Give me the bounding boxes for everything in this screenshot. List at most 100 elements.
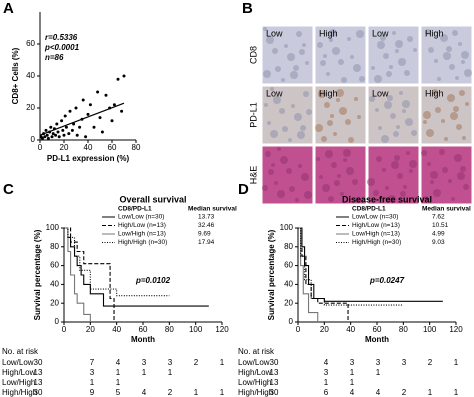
tissue-texture [369, 96, 375, 102]
tissue-texture [377, 41, 385, 49]
at-risk-count: 1 [324, 378, 329, 387]
tissue-texture [405, 118, 413, 126]
tissue-texture [395, 49, 399, 53]
tissue-texture [407, 36, 413, 42]
point [49, 125, 53, 129]
tissue-texture [300, 125, 306, 131]
at-risk-title: No. at risk [2, 347, 39, 356]
legend-label: High/High (n=30) [352, 239, 401, 246]
point [96, 90, 100, 94]
point [60, 119, 64, 123]
x-tick-label: 120 [449, 325, 463, 334]
tissue-texture [323, 54, 327, 58]
tissue-texture [391, 161, 399, 169]
at-risk-count: 1 [168, 368, 173, 377]
y-tick-label: 0 [55, 317, 60, 326]
tissue-texture [336, 98, 340, 102]
tissue-texture [460, 166, 466, 172]
y-tick-label: 60 [26, 39, 35, 48]
tissue-texture [424, 196, 428, 200]
y-axis-label: Survival percentage (%) [33, 229, 42, 320]
at-risk-count: 1 [350, 378, 355, 387]
y-tick-label: 100 [280, 223, 294, 232]
tissue-texture [413, 48, 417, 52]
legend-label: Low/Low (n=30) [352, 214, 398, 221]
tissue-texture [294, 113, 302, 121]
median-survival: 4.99 [432, 231, 445, 238]
at-risk-count: 4 [142, 388, 147, 397]
point [104, 93, 108, 97]
tissue-texture [338, 59, 344, 65]
legend-label: High/Low (n=13) [118, 222, 166, 229]
tissue-texture [347, 37, 351, 41]
x-tick-label: 40 [346, 325, 355, 334]
tissue-texture [381, 135, 389, 143]
point [46, 136, 50, 140]
tissue-texture [321, 136, 327, 142]
tissue-texture [264, 103, 268, 107]
y-tick-label: 80 [50, 242, 59, 251]
tissue-texture [452, 30, 458, 36]
tissue-texture [453, 106, 459, 112]
x-tick-label: 40 [84, 143, 93, 152]
point [75, 133, 79, 137]
tissue-texture [454, 154, 462, 162]
tissue-texture [336, 89, 344, 97]
tissue-texture [409, 160, 417, 168]
tissue-texture [456, 124, 462, 130]
tissue-texture [274, 181, 278, 185]
tissue-texture [329, 38, 333, 42]
tissue-texture [448, 179, 452, 183]
tissue-texture [301, 173, 309, 181]
point [67, 132, 71, 136]
tissue-texture [297, 131, 305, 139]
x-tick-label: 40 [112, 325, 121, 334]
at-risk-count: 7 [90, 358, 95, 367]
median-survival: 9.03 [432, 239, 445, 246]
at-risk-count: 1 [194, 388, 199, 397]
tissue-texture [449, 64, 455, 70]
tissue-texture [318, 90, 326, 98]
tissue-texture [384, 101, 392, 109]
point [54, 133, 58, 137]
y-tick-label: 0 [31, 135, 36, 144]
tissue-texture [343, 149, 351, 157]
tissue-texture [427, 162, 431, 166]
at-risk-count: 13 [34, 368, 43, 377]
at-risk-title: No. at risk [238, 347, 275, 356]
at-risk-count: 2 [194, 358, 199, 367]
tissue-texture [392, 31, 396, 35]
at-risk-count: 13 [270, 378, 279, 387]
tissue-texture [394, 155, 400, 161]
point [68, 109, 72, 113]
at-risk-count: 1 [376, 368, 381, 377]
tissue-texture [266, 36, 274, 44]
at-risk-count: 30 [34, 388, 43, 397]
tissue-texture [319, 175, 323, 179]
median-survival: 13.73 [198, 214, 215, 221]
at-risk-count: 1 [116, 368, 121, 377]
tissue-texture [296, 31, 302, 37]
tissue-texture [316, 157, 320, 161]
x-tick-label: 0 [62, 325, 67, 334]
point [44, 128, 48, 132]
tissue-texture [334, 180, 340, 186]
image-label: High [319, 28, 338, 38]
tissue-texture [459, 90, 465, 96]
point [74, 106, 78, 110]
median-survival: 17.94 [198, 239, 215, 246]
tissue-texture [464, 69, 472, 77]
row-label: H&E [248, 166, 258, 185]
tissue-texture [423, 120, 427, 124]
tissue-texture [439, 149, 445, 155]
annotation: r=0.5336 [45, 33, 78, 42]
tissue-texture [282, 126, 288, 132]
tissue-texture [286, 168, 292, 174]
point [40, 136, 44, 140]
tissue-texture [458, 42, 462, 46]
tissue-texture [298, 164, 302, 168]
median-survival: 9.69 [198, 231, 211, 238]
tissue-texture [451, 197, 455, 201]
at-risk-count: 30 [34, 358, 43, 367]
legend-label: High/High (n=30) [118, 239, 167, 246]
